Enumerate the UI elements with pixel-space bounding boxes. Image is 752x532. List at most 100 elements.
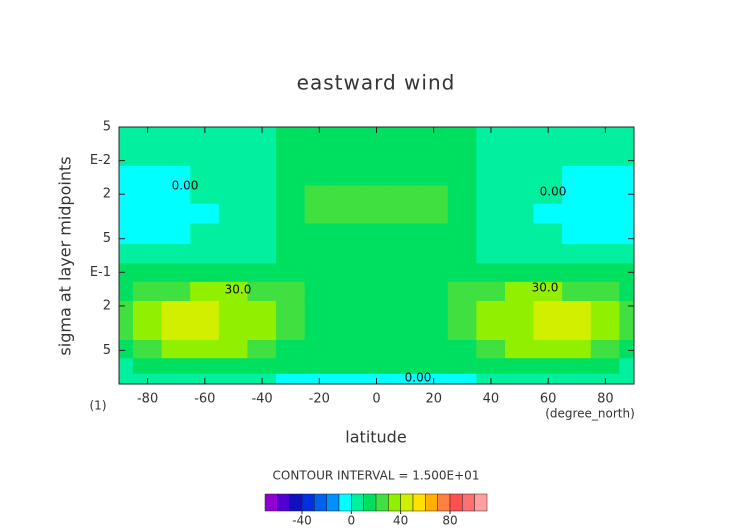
contour-cell [133,281,163,302]
contour-label: 30.0 [225,283,252,297]
contour-cell [333,165,363,186]
contour-cell [304,320,334,341]
contour-cell [161,358,191,375]
contour-cell [447,340,477,359]
contour-cell [390,340,420,359]
contour-cell [504,145,535,167]
x-tick-label: 20 [425,392,442,407]
contour-cell [118,320,134,341]
contour-cell [118,145,134,167]
contour-cell [304,263,334,283]
contour-cell [590,358,620,375]
contour-cell [190,203,220,225]
contour-cell [619,185,635,205]
contour-cell [619,358,635,375]
contour-cell [304,340,334,359]
contour-cell [118,373,134,385]
colorbar-cell [289,493,303,512]
contour-cell [419,300,449,321]
contour-cell [504,203,535,225]
contour-cell [533,145,563,167]
contour-cell [161,300,191,321]
contour-cell [419,165,449,186]
contour-cell [190,358,220,375]
contour-cell [218,203,249,225]
y-tick-label: 5 [103,231,111,246]
contour-cell [276,223,306,245]
contour-cell [562,145,592,167]
contour-cell [161,126,191,146]
contour-cell [447,126,477,146]
contour-cell [390,165,420,186]
contour-label: 30.0 [532,281,559,295]
contour-cell [562,263,592,283]
contour-cell [247,300,277,321]
contour-cell [361,263,392,283]
contour-cell [361,165,392,186]
contour-cell [161,320,191,341]
contour-cell [304,145,334,167]
contour-cell [133,300,163,321]
contour-cell [190,145,220,167]
contour-cell [590,145,620,167]
x-tick-label: -20 [309,392,330,407]
contour-cell [590,243,620,264]
colorbar-cell [351,493,364,512]
contour-cell [562,223,592,245]
y-axis-label: sigma at layer midpoints [56,156,75,355]
contour-cell [118,203,134,225]
contour-cell [562,373,592,385]
contour-cell [304,223,334,245]
contour-cell [476,263,506,283]
contour-cell [562,300,592,321]
contour-cell [504,373,535,385]
contour-cell [247,263,277,283]
contour-cell [504,358,535,375]
contour-cell [390,126,420,146]
contour-cell [276,126,306,146]
contour-cell [447,300,477,321]
contour-cell [190,243,220,264]
contour-cell [504,185,535,205]
contour-cell [276,340,306,359]
contour-cell [419,223,449,245]
contour-cell [218,358,249,375]
contour-cell [276,358,306,375]
colorbar-cell [474,493,488,512]
y-tick-label: 5 [103,120,111,135]
contour-cell [447,243,477,264]
contour-cell [361,281,392,302]
contour-cell [333,263,363,283]
contour-cell [562,320,592,341]
contour-cell [276,145,306,167]
contour-cell [619,300,635,321]
contour-cell [118,358,134,375]
x-tick-label: 40 [483,392,500,407]
contour-cell [118,126,134,146]
contour-cell [476,281,506,302]
y-tick-label: E-1 [90,265,111,280]
contour-cell [361,300,392,321]
contour-cell [218,340,249,359]
contour-cell [247,320,277,341]
contour-cell [419,185,449,205]
contour-cell [247,185,277,205]
y-tick-label: 2 [103,298,111,313]
contour-cell [276,203,306,225]
colorbar-cell [363,493,377,512]
contour-cell [447,373,477,385]
contour-cell [476,203,506,225]
colorbar-cell [462,493,475,512]
contour-cell [333,145,363,167]
x-tick-label: -80 [137,392,158,407]
contour-cell [390,145,420,167]
contour-cell [218,165,249,186]
colorbar-cell [412,493,426,512]
contour-cell [161,373,191,385]
contour-cell [533,263,563,283]
contour-cell [333,300,363,321]
contour-cell [590,263,620,283]
contour-cell [218,223,249,245]
x-tick-label: -40 [251,392,272,407]
contour-cell [161,203,191,225]
